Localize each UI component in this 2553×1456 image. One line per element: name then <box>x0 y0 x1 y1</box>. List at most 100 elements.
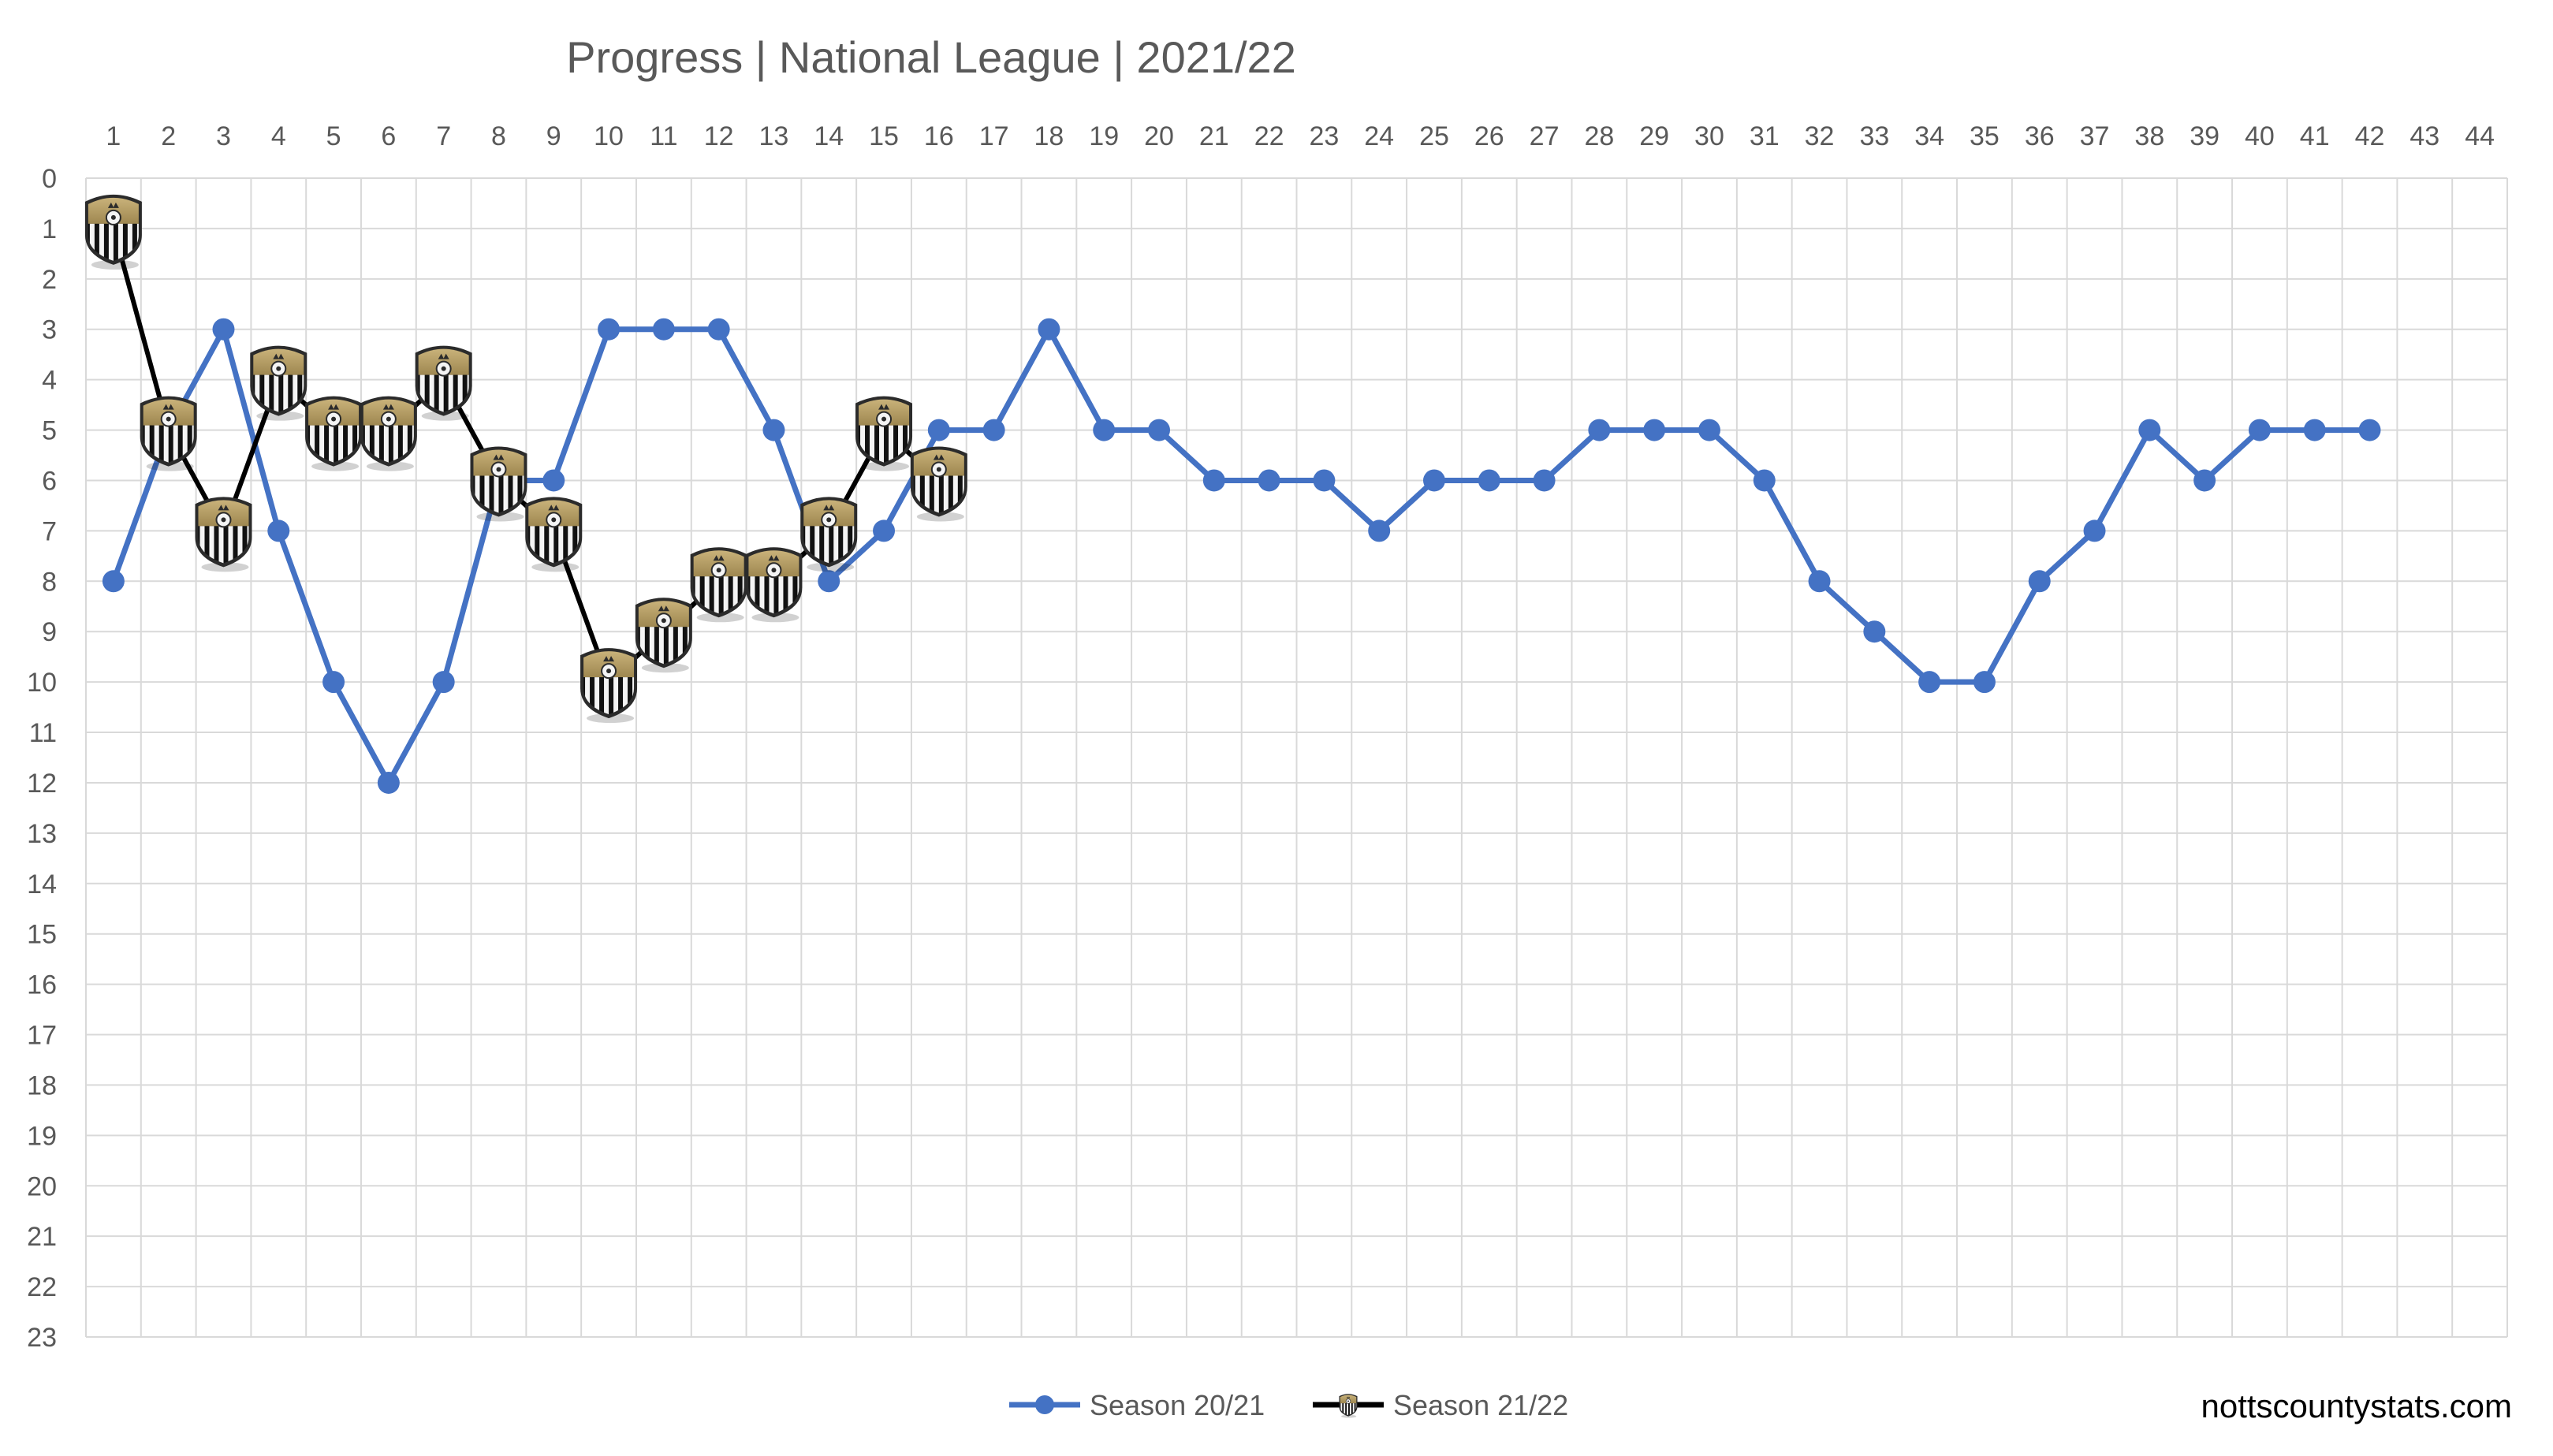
data-point-crest <box>855 396 913 471</box>
x-tick-label: 7 <box>436 121 451 151</box>
data-point <box>2138 419 2161 441</box>
x-tick-label: 8 <box>491 121 506 151</box>
data-point <box>102 570 125 593</box>
y-tick-label: 8 <box>42 567 57 597</box>
y-tick-label: 23 <box>27 1323 57 1353</box>
data-point <box>1478 469 1500 492</box>
data-point-crest <box>635 598 692 673</box>
x-tick-label: 3 <box>216 121 231 151</box>
data-point <box>1643 419 1666 441</box>
y-tick-label: 18 <box>27 1071 57 1100</box>
data-point <box>267 519 290 542</box>
y-tick-label: 20 <box>27 1171 57 1201</box>
x-tick-label: 10 <box>594 121 624 151</box>
y-tick-label: 17 <box>27 1021 57 1051</box>
data-point <box>598 318 621 341</box>
data-point <box>873 519 896 542</box>
x-tick-label: 6 <box>381 121 396 151</box>
y-tick-label: 9 <box>42 617 57 647</box>
data-point <box>818 570 840 593</box>
x-tick-label: 1 <box>106 121 121 151</box>
x-tick-label: 2 <box>161 121 176 151</box>
y-tick-label: 12 <box>27 769 57 799</box>
x-tick-label: 28 <box>1584 121 1614 151</box>
data-point-crest <box>305 396 363 471</box>
legend-label: Season 21/22 <box>1393 1389 1568 1421</box>
data-point <box>1313 469 1336 492</box>
data-point <box>1918 671 1941 694</box>
data-point-crest <box>745 547 803 623</box>
y-tick-label: 11 <box>29 718 57 748</box>
x-tick-label: 35 <box>1970 121 2000 151</box>
data-point <box>432 671 455 694</box>
y-tick-label: 4 <box>42 366 57 396</box>
data-point <box>982 419 1005 441</box>
data-point <box>1808 570 1831 593</box>
data-point <box>1202 469 1225 492</box>
data-point-crest <box>580 648 638 724</box>
data-point <box>1148 419 1171 441</box>
data-point <box>762 419 785 441</box>
x-tick-label: 41 <box>2300 121 2330 151</box>
x-tick-label: 33 <box>1859 121 1889 151</box>
y-tick-label: 13 <box>27 819 57 849</box>
data-point <box>1093 419 1116 441</box>
data-point-crest <box>525 497 583 572</box>
series <box>84 194 2381 794</box>
data-point-crest <box>360 396 417 471</box>
x-tick-label: 19 <box>1089 121 1119 151</box>
x-tick-label: 24 <box>1364 121 1394 151</box>
x-tick-label: 11 <box>650 121 677 151</box>
x-tick-label: 16 <box>924 121 954 151</box>
data-point <box>322 671 345 694</box>
axes: 1 2 3 4 5 6 7 8 9 10 11 12 13 14 15 16 17 18 19 20 21 22 23 24 2… <box>27 121 2495 1353</box>
x-tick-label: 22 <box>1254 121 1284 151</box>
y-tick-label: 15 <box>27 920 57 950</box>
x-tick-label: 14 <box>814 121 844 151</box>
y-tick-label: 7 <box>42 516 57 546</box>
x-tick-label: 17 <box>979 121 1009 151</box>
x-tick-label: 29 <box>1639 121 1669 151</box>
data-point <box>1533 469 1556 492</box>
y-tick-label: 0 <box>42 164 57 194</box>
x-tick-label: 15 <box>869 121 899 151</box>
x-tick-label: 21 <box>1199 121 1229 151</box>
x-tick-label: 27 <box>1530 121 1560 151</box>
legend-item: Season 21/22 <box>1313 1389 1568 1421</box>
x-tick-label: 18 <box>1034 121 1064 151</box>
x-tick-label: 4 <box>271 121 286 151</box>
x-tick-label: 39 <box>2190 121 2219 151</box>
data-point <box>2358 419 2381 441</box>
legend-label: Season 20/21 <box>1090 1389 1265 1421</box>
y-tick-label: 16 <box>27 970 57 1000</box>
data-point <box>377 771 400 794</box>
data-point <box>1698 419 1720 441</box>
data-point <box>2193 469 2216 492</box>
data-point <box>2028 570 2051 593</box>
data-point-crest <box>415 345 472 421</box>
x-tick-label: 34 <box>1914 121 1944 151</box>
data-point <box>1258 469 1280 492</box>
x-tick-label: 42 <box>2355 121 2385 151</box>
watermark: nottscountystats.com <box>2201 1387 2512 1424</box>
x-tick-label: 9 <box>546 121 561 151</box>
data-point <box>1422 469 1445 492</box>
data-point <box>1368 519 1391 542</box>
data-point-crest <box>910 446 967 522</box>
y-tick-label: 22 <box>27 1272 57 1302</box>
data-point <box>1038 318 1060 341</box>
data-point-crest <box>250 345 307 421</box>
data-point-crest <box>140 396 197 471</box>
y-tick-label: 5 <box>42 416 57 446</box>
data-point <box>1753 469 1776 492</box>
grid <box>85 177 2508 1338</box>
x-tick-label: 40 <box>2245 121 2275 151</box>
y-tick-label: 6 <box>42 466 57 496</box>
legend-marker-crest <box>1339 1394 1358 1418</box>
x-tick-label: 26 <box>1474 121 1504 151</box>
data-point <box>2083 519 2106 542</box>
y-tick-label: 19 <box>27 1121 57 1151</box>
data-point <box>542 469 565 492</box>
data-point <box>1973 671 1996 694</box>
